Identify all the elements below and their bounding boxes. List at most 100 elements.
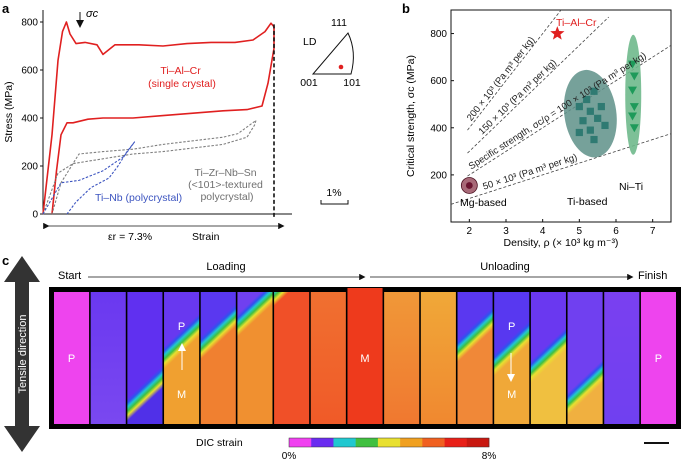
b-y-tick-label: 400 — [430, 123, 447, 134]
y-tick-label: 200 — [21, 162, 38, 173]
stage-start-label: Start — [58, 270, 81, 282]
ld-stereographic-triangle: LD 111 001 101 — [300, 17, 361, 89]
specific-strength-line-150 — [467, 16, 609, 154]
residual-strain-label: εr = 7.3% — [108, 231, 152, 243]
x-axis-title: Strain — [192, 231, 220, 243]
dic-strip-1 — [54, 292, 90, 424]
ti-zr-nb-sn-label-line1: Ti–Zr–Nb–Sn — [195, 167, 257, 179]
dic-strip-12 — [457, 292, 493, 424]
colorbar-swatch — [355, 438, 379, 447]
b-x-tick-label: 7 — [650, 226, 656, 237]
ni-ti-label: Ni–Ti — [619, 181, 643, 193]
tensile-direction-label: Tensile direction — [17, 315, 29, 394]
ti-al-cr-label-line2: (single crystal) — [148, 78, 216, 90]
colorbar-swatch — [466, 438, 490, 447]
phase-label: P — [68, 353, 75, 365]
colorbar-max: 8% — [482, 451, 497, 461]
dic-strip-2 — [90, 292, 126, 424]
ti-al-cr-star-point — [550, 26, 565, 40]
ni-ti-point — [629, 103, 639, 112]
phase-label: P — [655, 353, 662, 365]
ti-based-label: Ti-based — [567, 196, 608, 208]
phase-label-m: M — [177, 389, 186, 401]
dic-strip-5 — [200, 292, 236, 424]
dic-strip-9 — [347, 288, 383, 424]
ti-al-cr-label-line1: Ti–Al–Cr — [160, 65, 201, 77]
triangle-111-label: 111 — [331, 17, 347, 29]
ti-based-point — [590, 87, 598, 95]
b-y-tick-label: 200 — [430, 170, 447, 181]
dic-strip-8 — [310, 292, 346, 424]
triangle-outline — [311, 32, 354, 75]
panel-a-axes — [42, 10, 292, 215]
dic-strip-16 — [604, 292, 640, 424]
ti-based-point — [594, 114, 602, 122]
b-y-axis-title: Critical strength, σc (MPa) — [405, 55, 417, 177]
dic-strip-10 — [384, 292, 420, 424]
b-x-tick-label: 3 — [503, 226, 509, 237]
y-ticks: 0 200 400 600 800 — [21, 18, 43, 221]
ti-zr-nb-sn-label-line2: (<101>-textured — [188, 179, 263, 191]
colorbar-outline — [288, 437, 490, 448]
b-axis-ticks: 2 3 4 5 6 7 200 400 600 800 — [430, 29, 656, 237]
colorbar-swatch — [444, 438, 468, 447]
dic-strip-13 — [494, 292, 530, 424]
y-tick-label: 600 — [21, 66, 38, 77]
mg-based-label: Mg-based — [460, 197, 507, 209]
colorbar-swatch — [311, 438, 334, 447]
tensile-direction-arrow: Tensile direction — [4, 256, 40, 452]
stress-strain-curves — [42, 21, 275, 215]
colorbar-swatch — [422, 438, 445, 447]
dic-strip-3 — [127, 292, 163, 424]
dic-strip-15 — [567, 292, 603, 424]
triangle-101-label: 101 — [343, 77, 361, 89]
ni-ti-point — [629, 72, 639, 81]
ld-orientation-dot — [338, 64, 344, 70]
specific-strength-line-200 — [467, 10, 562, 131]
y-tick-label: 400 — [21, 114, 38, 125]
strain-scale-label: 1% — [326, 187, 341, 199]
ti-based-point — [575, 102, 583, 111]
stage-finish-label: Finish — [638, 270, 667, 282]
ti-based-point — [586, 107, 594, 115]
ti-based-point — [579, 117, 587, 125]
colorbar-min: 0% — [282, 451, 297, 461]
ti-al-cr-point-label: Ti–Al–Cr — [556, 17, 597, 29]
ni-ti-point — [629, 124, 639, 133]
panel-a: a 0 200 400 600 800 Stress (MPa) σc Ti–Al–Cr… — [2, 1, 361, 243]
b-x-axis-title: Density, ρ (× 10³ kg m⁻³) — [504, 237, 619, 249]
series-curve-ti-al-cr — [42, 21, 275, 215]
ti-based-point — [583, 95, 591, 104]
b-y-tick-label: 800 — [430, 29, 447, 40]
tensile-arrow-shape — [4, 256, 40, 452]
sigma-c-label: σc — [86, 8, 99, 20]
ni-ti-point — [628, 86, 637, 95]
ni-ti-point — [628, 112, 637, 121]
panel-a-label: a — [2, 1, 10, 16]
material-points — [465, 26, 639, 189]
ti-based-point — [590, 135, 598, 144]
stage-loading-label: Loading — [206, 261, 245, 273]
specific-strength-line-50 — [451, 133, 671, 205]
triangle-001-label: 001 — [300, 77, 318, 89]
panel-b-label: b — [402, 1, 410, 16]
panel-b: b 2 3 4 5 6 7 200 400 600 800 Critical strength, … — [402, 1, 672, 249]
ti-al-cr-label: Ti–Al–Cr (single crystal) — [148, 65, 216, 90]
panel-c: c Tensile direction Start Loading Unload… — [2, 253, 681, 461]
colorbar-swatch — [289, 438, 312, 447]
dic-colorbar — [288, 437, 490, 448]
phase-label-m: M — [507, 389, 516, 401]
phase-label: M — [360, 353, 369, 365]
dic-strain-strips: P P M M P M P — [54, 288, 676, 424]
mg-based-point — [465, 182, 473, 189]
ti-based-point — [597, 102, 605, 111]
phase-label-p: P — [178, 321, 185, 333]
ti-nb-label: Ti–Nb (polycrystal) — [95, 192, 182, 204]
panel-c-label: c — [2, 253, 9, 268]
ti-zr-nb-sn-label-line3: polycrystal) — [200, 191, 253, 203]
stage-unloading-label: Unloading — [480, 261, 530, 273]
b-x-tick-label: 5 — [577, 226, 583, 237]
ti-based-point — [575, 128, 583, 137]
y-axis-title: Stress (MPa) — [3, 81, 15, 142]
